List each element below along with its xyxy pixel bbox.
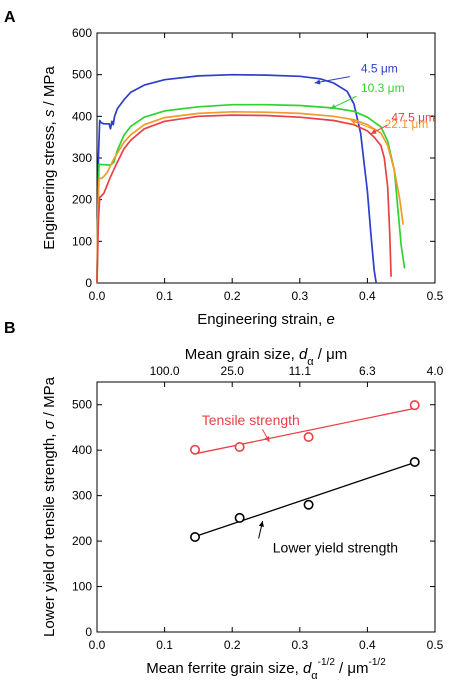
panel-b-label: B [4, 320, 16, 337]
data-point [303, 431, 314, 442]
arrow-head [370, 129, 377, 134]
series-label: Tensile strength [202, 412, 300, 428]
x-tick-label: 0.5 [427, 289, 444, 303]
panel-b-top-xlabel: Mean grain size, dα / μm [185, 346, 348, 368]
data-point [409, 400, 420, 411]
y-tick-label: 600 [72, 26, 92, 40]
arrow-head [264, 436, 270, 442]
x-tick-label: 0.0 [89, 289, 106, 303]
x-tick-label: 0.1 [156, 638, 173, 652]
panel-a-ticks: 0.0 0.1 0.2 0.3 0.4 0.5 0 100 200 300 400 500 600 [72, 26, 444, 303]
arrow-head [330, 104, 337, 109]
top-x-tick-label: 6.3 [359, 364, 376, 378]
x-tick-label: 0.2 [224, 638, 241, 652]
panel-a-series [96, 73, 406, 284]
panel-a-xlabel: Engineering strain, e [197, 311, 335, 328]
y-tick-label: 0 [85, 625, 92, 639]
top-x-tick-label: 100.0 [150, 364, 180, 378]
top-x-tick-label: 4.0 [427, 364, 444, 378]
x-tick-label: 0.2 [224, 289, 241, 303]
y-tick-label: 100 [72, 580, 92, 594]
x-tick-label: 0.5 [427, 638, 444, 652]
data-point [303, 499, 314, 510]
data-point [409, 456, 420, 467]
y-tick-label: 100 [72, 234, 92, 248]
panel-b-series [190, 400, 420, 542]
arrow-head [350, 119, 357, 125]
top-x-tick-label: 11.1 [289, 364, 312, 378]
y-tick-label: 300 [72, 151, 92, 165]
fit-line-1 [194, 461, 415, 538]
curve-label: 4.5 μm [361, 62, 398, 76]
data-point [190, 531, 201, 542]
y-tick-label: 500 [72, 68, 92, 82]
data-point [234, 441, 245, 452]
panel-b-ylabel: Lower yield or tensile strength, σ / MPa [41, 376, 58, 637]
panel-b-annotations: Tensile strength Lower yield strength [202, 412, 398, 555]
series-label: Lower yield strength [273, 539, 398, 555]
panel-a: A 0.0 0.1 0.2 0.3 0.4 0.50100200300400500600 … [4, 9, 444, 328]
panel-a-label: A [4, 9, 16, 26]
data-point [234, 512, 245, 523]
x-tick-label: 0.3 [291, 638, 308, 652]
curve-label: 47.5 μm [391, 110, 435, 124]
curve-label: 22.1 μm [385, 117, 429, 131]
x-tick-label: 0.3 [291, 289, 308, 303]
y-tick-label: 400 [72, 443, 92, 457]
x-tick-label: 0.1 [156, 289, 173, 303]
panel-b-xlabel: Mean ferrite grain size, dα-1/2 / μm-1/2 [146, 657, 386, 682]
x-tick-label: 0.4 [359, 638, 376, 652]
arrow-head [258, 521, 264, 527]
y-tick-label: 200 [72, 193, 92, 207]
y-tick-label: 0 [85, 276, 92, 290]
x-tick-label: 0.4 [359, 289, 376, 303]
y-tick-label: 400 [72, 109, 92, 123]
y-tick-label: 300 [72, 489, 92, 503]
panel-b-ticks: 0.0 0.1 0.2 0.3 0.4 0.5 0 100 200 300 400 500 100.0 2… [72, 364, 444, 652]
stress-strain-curve-1 [96, 103, 406, 284]
arrow-head [314, 79, 321, 85]
stress-strain-curve-3 [96, 114, 392, 284]
panel-a-ylabel: Engineering stress, s / MPa [41, 66, 58, 250]
curve-label-arrow [314, 76, 350, 84]
curve-label: 10.3 μm [361, 81, 405, 95]
y-tick-label: 500 [72, 398, 92, 412]
stress-strain-curve-0 [96, 73, 378, 284]
x-tick-label: 0.0 [89, 638, 106, 652]
panel-b-frame [96, 381, 436, 633]
fit-line-0 [194, 407, 415, 455]
data-point [190, 444, 201, 455]
y-tick-label: 200 [72, 534, 92, 548]
top-x-tick-label: 25.0 [221, 364, 245, 378]
stress-strain-curve-2 [96, 110, 405, 284]
panel-b: B Mean grain size, dα / μm 0.0 0.1 0.2 0.3 0… [4, 320, 444, 682]
